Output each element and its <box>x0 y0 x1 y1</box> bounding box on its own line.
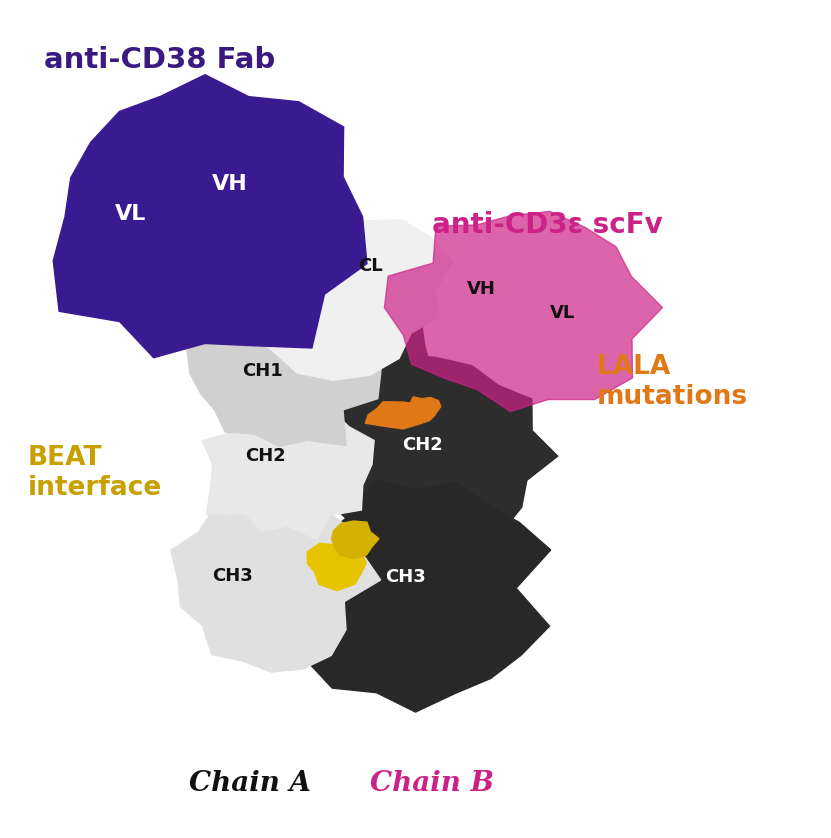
Text: CH2: CH2 <box>245 447 286 465</box>
Polygon shape <box>337 287 430 444</box>
Text: Chain B: Chain B <box>370 770 494 797</box>
Text: CL: CL <box>358 257 382 276</box>
Polygon shape <box>307 543 366 591</box>
Text: VH: VH <box>467 280 496 297</box>
Text: LALA
mutations: LALA mutations <box>597 354 748 410</box>
Text: CH1: CH1 <box>243 362 283 380</box>
Polygon shape <box>53 75 367 358</box>
Text: CH2: CH2 <box>401 437 442 454</box>
Text: anti-CD3ε scFv: anti-CD3ε scFv <box>432 211 663 239</box>
Polygon shape <box>202 396 374 539</box>
Polygon shape <box>310 354 558 556</box>
Text: BEAT
interface: BEAT interface <box>27 445 162 500</box>
Polygon shape <box>171 492 381 672</box>
Polygon shape <box>332 521 379 559</box>
Polygon shape <box>187 305 383 447</box>
Text: anti-CD38 Fab: anti-CD38 Fab <box>44 46 275 74</box>
Polygon shape <box>215 194 453 380</box>
Text: Chain A: Chain A <box>189 770 312 797</box>
Text: CH3: CH3 <box>386 568 426 587</box>
Text: VL: VL <box>550 304 575 323</box>
Polygon shape <box>366 401 435 429</box>
Polygon shape <box>385 211 662 411</box>
Text: VL: VL <box>115 204 146 225</box>
Text: CH3: CH3 <box>212 566 253 585</box>
Polygon shape <box>289 479 551 712</box>
Text: VH: VH <box>212 173 248 194</box>
Polygon shape <box>402 397 440 419</box>
